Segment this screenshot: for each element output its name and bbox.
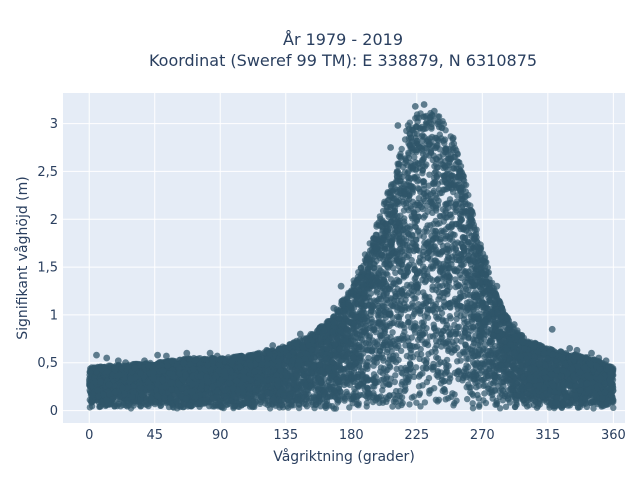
data-point [405,319,412,326]
data-point [451,321,458,328]
chart-title-line2: Koordinat (Sweref 99 TM): E 338879, N 63… [149,51,537,70]
data-point [396,392,403,400]
data-point [455,281,463,289]
data-point [458,338,465,345]
data-point [493,401,500,408]
chart-title-line1: År 1979 - 2019 [283,30,403,49]
data-point [425,182,432,189]
data-points [86,101,617,412]
data-point [410,373,418,380]
data-point [441,136,449,143]
data-point [396,337,403,344]
data-point [393,365,400,373]
data-point [590,405,597,412]
data-point [398,145,405,153]
data-point [417,403,424,410]
data-point [86,404,94,411]
data-point [355,402,362,409]
data-point [443,367,450,374]
data-point [475,395,482,402]
data-point [432,396,440,403]
data-point [439,206,447,213]
data-point [408,334,415,341]
data-point [404,170,411,177]
data-point [392,372,399,379]
data-point [447,375,454,382]
data-point [464,395,471,403]
data-point [610,404,617,411]
data-point [421,278,429,286]
data-point [420,178,428,185]
data-point [389,403,396,410]
data-point [438,235,445,242]
data-point [469,400,476,407]
data-point [425,152,433,159]
data-point [346,404,353,411]
data-point [408,205,415,212]
data-point [413,399,420,406]
data-point [502,403,510,410]
data-point [406,401,413,408]
data-point [422,265,429,273]
data-point [436,190,444,197]
data-point [446,313,453,320]
data-point [408,256,415,264]
data-point [412,364,420,371]
